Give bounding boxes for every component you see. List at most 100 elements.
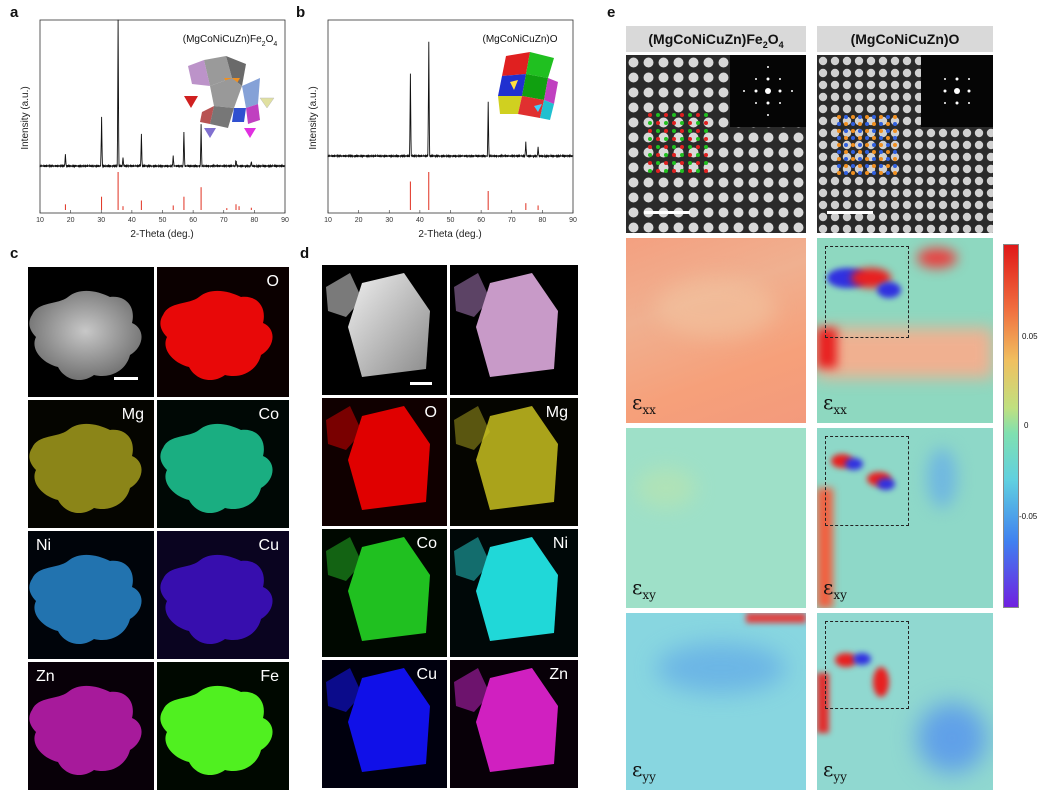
lattice-atom-marker [648,161,652,165]
lattice-atom-marker [844,150,848,154]
particle-haadf-c [29,290,142,381]
colorbar-tick-top: 0.05 [1022,332,1038,341]
lattice-atom-marker [844,171,848,175]
lattice-atom-marker [688,121,692,125]
lattice-atom-marker [688,129,692,133]
element-label-d-Zn: Zn [549,666,568,683]
lattice-atom-marker [872,115,876,119]
lattice-atom-marker [858,115,862,119]
lattice-atom-marker [893,122,897,126]
colorbar-tick-mid: 0 [1024,421,1029,430]
lattice-atom-marker [704,153,708,157]
eds-map-d-Zn: Zn [450,660,578,788]
scale-bar-hrtem-1 [644,211,690,214]
x-axis-label-b: 2-Theta (deg.) [418,229,481,240]
element-label-c-Mg: Mg [121,406,144,423]
lattice-atom-marker [672,169,676,173]
lattice-atom-marker [851,157,855,161]
lattice-atom-marker [865,115,869,119]
lattice-atom-marker [851,143,855,147]
element-label-d-Co: Co [416,535,437,552]
x-tick-label: 20 [67,217,75,224]
eds-map-c-Mg: Mg [28,400,154,528]
lattice-atom-marker [664,161,668,165]
lattice-atom-marker [664,169,668,173]
eds-map-c-Fe: Fe [157,662,289,790]
lattice-atom-marker [704,121,708,125]
lattice-atom-marker [858,143,862,147]
lattice-atom-marker [851,122,855,126]
lattice-atom-marker [851,171,855,175]
element-label-c-Ni: Ni [36,537,52,554]
lattice-atom-marker [886,171,890,175]
lattice-atom-marker [886,150,890,154]
lattice-atom-marker [858,164,862,168]
lattice-atom-marker [837,171,841,175]
lattice-atom-marker [648,129,652,133]
lattice-overlay-rocksalt [837,115,897,175]
lattice-atom-marker [858,129,862,133]
lattice-atom-marker [844,115,848,119]
lattice-atom-marker [664,137,668,141]
lattice-atom-marker [680,121,684,125]
lattice-atom-marker [688,145,692,149]
lattice-atom-marker [664,113,668,117]
x-tick-label: 50 [447,217,455,224]
lattice-atom-marker [656,121,660,125]
xrd-chart-a: 10 20 30 40 50 60 70 80 90 2-Theta (deg.) Intens… [20,19,289,240]
lattice-atom-marker [872,129,876,133]
strain-label-exy-2: εxy [823,575,847,602]
lattice-atom-marker [696,137,700,141]
x-ticks-b: 10 20 30 40 50 60 70 80 90 [324,210,577,224]
element-label-d-Cu: Cu [416,666,437,683]
x-tick-label: 30 [97,217,105,224]
lattice-atom-marker [865,122,869,126]
eds-map-d-Mg: Mg [450,398,578,526]
panel-label-e: e [607,4,616,21]
strain-label-exx-1: εxx [632,390,656,417]
lattice-atom-marker [844,164,848,168]
lattice-atom-marker [648,153,652,157]
x-tick-label: 80 [250,217,258,224]
lattice-atom-marker [704,145,708,149]
lattice-atom-marker [893,164,897,168]
lattice-atom-marker [844,136,848,140]
lattice-atom-marker [837,136,841,140]
lattice-atom-marker [680,169,684,173]
strain-label-exx-2: εxx [823,390,847,417]
lattice-atom-marker [886,122,890,126]
lattice-atom-marker [879,143,883,147]
dashed-roi-exy [825,436,909,526]
lattice-atom-marker [704,161,708,165]
particle-haadf-d [326,273,432,385]
lattice-atom-marker [844,129,848,133]
lattice-atom-marker [680,153,684,157]
lattice-atom-marker [664,121,668,125]
x-tick-label: 60 [477,217,485,224]
lattice-atom-marker [872,171,876,175]
panel-label-d: d [300,245,310,262]
lattice-atom-marker [879,150,883,154]
lattice-atom-marker [865,157,869,161]
lattice-atom-marker [648,137,652,141]
fft-pattern-1 [743,66,793,116]
dashed-roi-exx [825,246,909,338]
lattice-atom-marker [837,150,841,154]
lattice-atom-marker [696,153,700,157]
lattice-atom-marker [879,164,883,168]
x-ticks-a: 10 20 30 40 50 60 70 80 90 [36,210,289,224]
element-label-c-Co: Co [258,406,279,423]
eds-map-c-Co: Co [157,400,289,528]
lattice-atom-marker [648,145,652,149]
lattice-atom-marker [893,136,897,140]
lattice-atom-marker [879,136,883,140]
lattice-atom-marker [704,169,708,173]
strain-label-eyy-1: εyy [632,757,656,784]
lattice-atom-marker [696,169,700,173]
lattice-atom-marker [893,115,897,119]
lattice-atom-marker [704,113,708,117]
lattice-atom-marker [688,161,692,165]
lattice-atom-marker [858,150,862,154]
lattice-atom-marker [704,129,708,133]
panel-label-c: c [10,245,19,262]
